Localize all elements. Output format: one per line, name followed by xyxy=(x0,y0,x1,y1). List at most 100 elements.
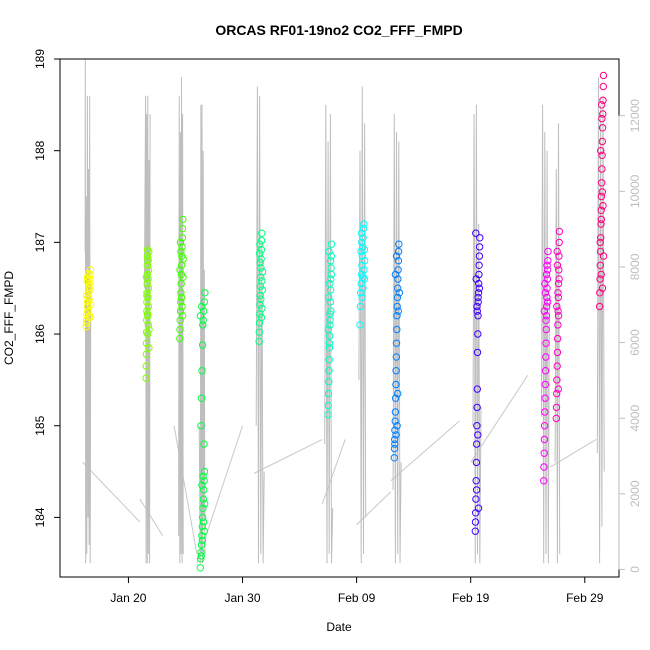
data-point xyxy=(392,353,400,361)
data-point xyxy=(543,261,551,269)
y-tick-label: 188 xyxy=(33,140,47,160)
data-point xyxy=(326,316,334,324)
data-point xyxy=(475,284,483,292)
data-point xyxy=(472,477,480,485)
data-point xyxy=(472,229,480,237)
data-point xyxy=(473,307,481,315)
data-point xyxy=(176,334,184,343)
y-right-tick-label: 4000 xyxy=(628,405,642,432)
x-axis: Jan 20 Jan 30 Feb 09 Feb 19 Feb 29 xyxy=(110,576,604,605)
data-point xyxy=(326,257,335,265)
data-point xyxy=(357,229,366,237)
data-point xyxy=(596,238,604,247)
data-point xyxy=(255,337,263,346)
data-point xyxy=(553,302,561,311)
data-point xyxy=(391,270,400,279)
data-point xyxy=(178,243,186,251)
data-point xyxy=(86,301,95,309)
data-point xyxy=(177,289,185,297)
data-point xyxy=(82,291,91,300)
data-point xyxy=(391,394,400,402)
y-tick-label: 185 xyxy=(33,415,47,435)
data-point xyxy=(542,270,551,279)
data-point xyxy=(142,374,150,382)
data-point xyxy=(144,293,152,302)
data-point xyxy=(474,289,483,297)
data-point xyxy=(596,275,604,283)
data-point xyxy=(358,238,366,247)
data-point xyxy=(142,362,150,370)
data-point xyxy=(596,261,604,269)
data-point xyxy=(198,302,206,311)
data-point xyxy=(196,312,205,320)
data-point xyxy=(256,301,264,309)
altitude-trace xyxy=(540,104,550,564)
data-point xyxy=(543,266,552,274)
y-axis-label: CO2_FFF_FMPD xyxy=(2,271,16,365)
altitude-trace xyxy=(554,123,561,564)
data-point xyxy=(256,258,264,267)
data-point xyxy=(178,312,187,320)
data-point xyxy=(597,206,605,215)
data-point xyxy=(144,275,152,283)
data-point xyxy=(198,513,207,522)
data-point xyxy=(325,247,333,256)
data-point xyxy=(555,275,563,283)
data-point xyxy=(358,252,366,260)
data-point xyxy=(324,389,333,398)
data-point xyxy=(325,344,334,352)
data-point xyxy=(554,312,563,320)
data-point xyxy=(394,389,402,398)
data-point xyxy=(176,316,184,324)
data-point xyxy=(258,268,267,276)
data-point xyxy=(142,350,151,358)
data-point xyxy=(356,321,364,329)
data-point xyxy=(598,179,606,187)
data-point xyxy=(324,325,332,334)
data-point xyxy=(357,247,365,256)
y-right-tick-label: 12000 xyxy=(628,99,642,133)
data-point xyxy=(178,234,187,242)
data-point xyxy=(541,367,550,375)
data-point xyxy=(83,319,91,327)
data-point xyxy=(552,414,560,423)
data-point xyxy=(543,293,551,302)
data-point xyxy=(473,348,482,357)
data-point xyxy=(542,339,550,347)
data-point xyxy=(540,449,548,457)
data-point xyxy=(597,220,605,228)
data-point xyxy=(599,96,607,105)
altitude-traces xyxy=(84,58,605,564)
x-tick-label: Jan 20 xyxy=(110,591,146,605)
data-point xyxy=(255,328,263,336)
data-point xyxy=(144,255,152,263)
data-point xyxy=(540,307,548,315)
data-point xyxy=(540,422,549,430)
data-point xyxy=(390,444,399,453)
data-point xyxy=(86,266,95,274)
data-point xyxy=(326,321,334,329)
data-point xyxy=(359,234,367,242)
transit-line xyxy=(550,439,597,468)
data-point xyxy=(143,246,152,254)
data-point xyxy=(598,284,607,292)
data-point xyxy=(360,275,368,283)
data-point xyxy=(554,385,562,393)
data-point xyxy=(472,458,481,467)
transit-line xyxy=(173,425,198,555)
data-point xyxy=(143,307,151,315)
data-point xyxy=(196,564,205,572)
data-point xyxy=(199,495,208,503)
data-point xyxy=(394,307,402,315)
data-point xyxy=(598,165,606,173)
chart-title: ORCAS RF01-19no2 CO2_FFF_FMPD xyxy=(215,22,462,38)
data-point xyxy=(179,215,187,224)
data-point xyxy=(200,527,208,535)
data-point xyxy=(553,334,562,343)
data-point xyxy=(393,302,401,311)
y-right-tick-label: 2000 xyxy=(628,480,642,507)
data-point xyxy=(393,325,401,334)
data-point xyxy=(144,321,153,329)
data-point xyxy=(599,202,607,210)
altitude-trace xyxy=(198,104,206,564)
